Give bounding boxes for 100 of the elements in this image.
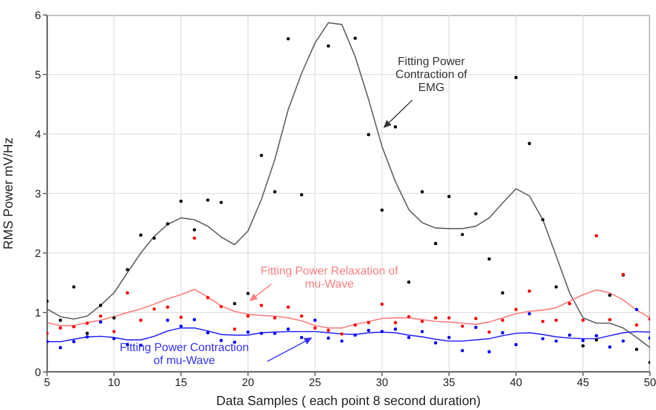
point bbox=[72, 340, 76, 344]
point bbox=[313, 326, 317, 330]
point bbox=[394, 125, 397, 128]
point bbox=[528, 142, 531, 146]
point bbox=[394, 328, 397, 331]
point bbox=[246, 314, 250, 318]
y-tick-label: 2 bbox=[34, 248, 41, 260]
point bbox=[112, 316, 116, 320]
point bbox=[58, 318, 62, 322]
point bbox=[99, 314, 102, 318]
point bbox=[488, 330, 491, 334]
point bbox=[72, 325, 76, 328]
point bbox=[179, 316, 183, 319]
point bbox=[608, 294, 612, 297]
point bbox=[286, 306, 290, 309]
point bbox=[541, 337, 544, 340]
point bbox=[260, 154, 263, 158]
annotation: Fitting Power Contraction of mu-Wave bbox=[120, 342, 249, 367]
y-tick-label: 6 bbox=[34, 10, 41, 22]
point bbox=[594, 338, 598, 342]
point bbox=[354, 323, 357, 327]
x-tick-label: 20 bbox=[242, 376, 254, 389]
point bbox=[260, 332, 263, 335]
point bbox=[460, 348, 464, 352]
point bbox=[206, 296, 210, 300]
point bbox=[273, 332, 276, 335]
point bbox=[434, 316, 438, 320]
point bbox=[407, 336, 410, 340]
y-tick-label: 5 bbox=[34, 69, 41, 82]
point bbox=[541, 320, 544, 324]
point bbox=[126, 268, 129, 272]
point bbox=[166, 318, 170, 322]
point bbox=[273, 190, 276, 194]
point bbox=[58, 326, 62, 330]
point bbox=[139, 234, 142, 237]
point bbox=[568, 302, 572, 306]
annotation: Fitting Power Contraction of EMG bbox=[396, 56, 468, 94]
point bbox=[273, 316, 276, 320]
point bbox=[474, 212, 478, 216]
point bbox=[635, 308, 638, 312]
point bbox=[313, 318, 317, 322]
x-tick-label: 45 bbox=[576, 376, 590, 389]
point bbox=[220, 200, 223, 204]
point bbox=[233, 302, 236, 306]
point bbox=[488, 350, 491, 354]
point bbox=[380, 208, 384, 212]
point bbox=[220, 304, 223, 308]
point bbox=[192, 228, 196, 232]
point bbox=[447, 336, 451, 340]
y-tick-label: 4 bbox=[34, 128, 41, 141]
point bbox=[380, 330, 384, 334]
point bbox=[528, 312, 531, 316]
point bbox=[206, 198, 210, 202]
point bbox=[380, 302, 384, 306]
point bbox=[166, 222, 170, 226]
point bbox=[407, 315, 410, 318]
x-tick-label: 50 bbox=[644, 376, 656, 389]
point bbox=[340, 339, 344, 343]
point bbox=[179, 324, 183, 328]
point bbox=[568, 334, 572, 337]
annotation: Fitting Power Relaxation of mu-Wave bbox=[260, 266, 399, 291]
point bbox=[501, 331, 504, 334]
y-tick-label: 0 bbox=[34, 366, 41, 379]
point bbox=[300, 193, 304, 196]
point bbox=[474, 316, 478, 320]
point bbox=[541, 218, 544, 222]
point bbox=[179, 200, 183, 203]
point bbox=[407, 280, 410, 284]
point bbox=[286, 328, 290, 331]
point bbox=[367, 132, 370, 136]
point bbox=[86, 335, 89, 338]
point bbox=[300, 314, 304, 318]
point bbox=[206, 331, 210, 334]
y-axis-title: RMS Power mV/Hz bbox=[0, 138, 16, 250]
y-tick-label: 3 bbox=[34, 188, 41, 200]
x-axis-title: Data Samples ( each point 8 second duration) bbox=[216, 393, 481, 408]
point bbox=[112, 337, 116, 340]
point bbox=[233, 328, 236, 331]
point bbox=[367, 321, 370, 324]
point bbox=[246, 292, 250, 296]
x-tick-label: 5 bbox=[44, 376, 50, 389]
point bbox=[581, 318, 585, 322]
point bbox=[367, 328, 370, 332]
point bbox=[488, 257, 491, 261]
point bbox=[581, 344, 585, 348]
point bbox=[152, 236, 156, 240]
point bbox=[112, 330, 116, 334]
point bbox=[192, 236, 196, 240]
point bbox=[434, 341, 438, 344]
y-tick-label: 1 bbox=[34, 307, 41, 320]
point bbox=[514, 308, 518, 312]
point bbox=[635, 323, 638, 327]
point bbox=[354, 36, 357, 40]
point bbox=[622, 339, 625, 343]
x-tick-label: 25 bbox=[308, 376, 322, 389]
point bbox=[126, 291, 129, 294]
point bbox=[554, 318, 558, 322]
point bbox=[72, 285, 76, 289]
point bbox=[354, 334, 357, 337]
point bbox=[420, 330, 424, 334]
